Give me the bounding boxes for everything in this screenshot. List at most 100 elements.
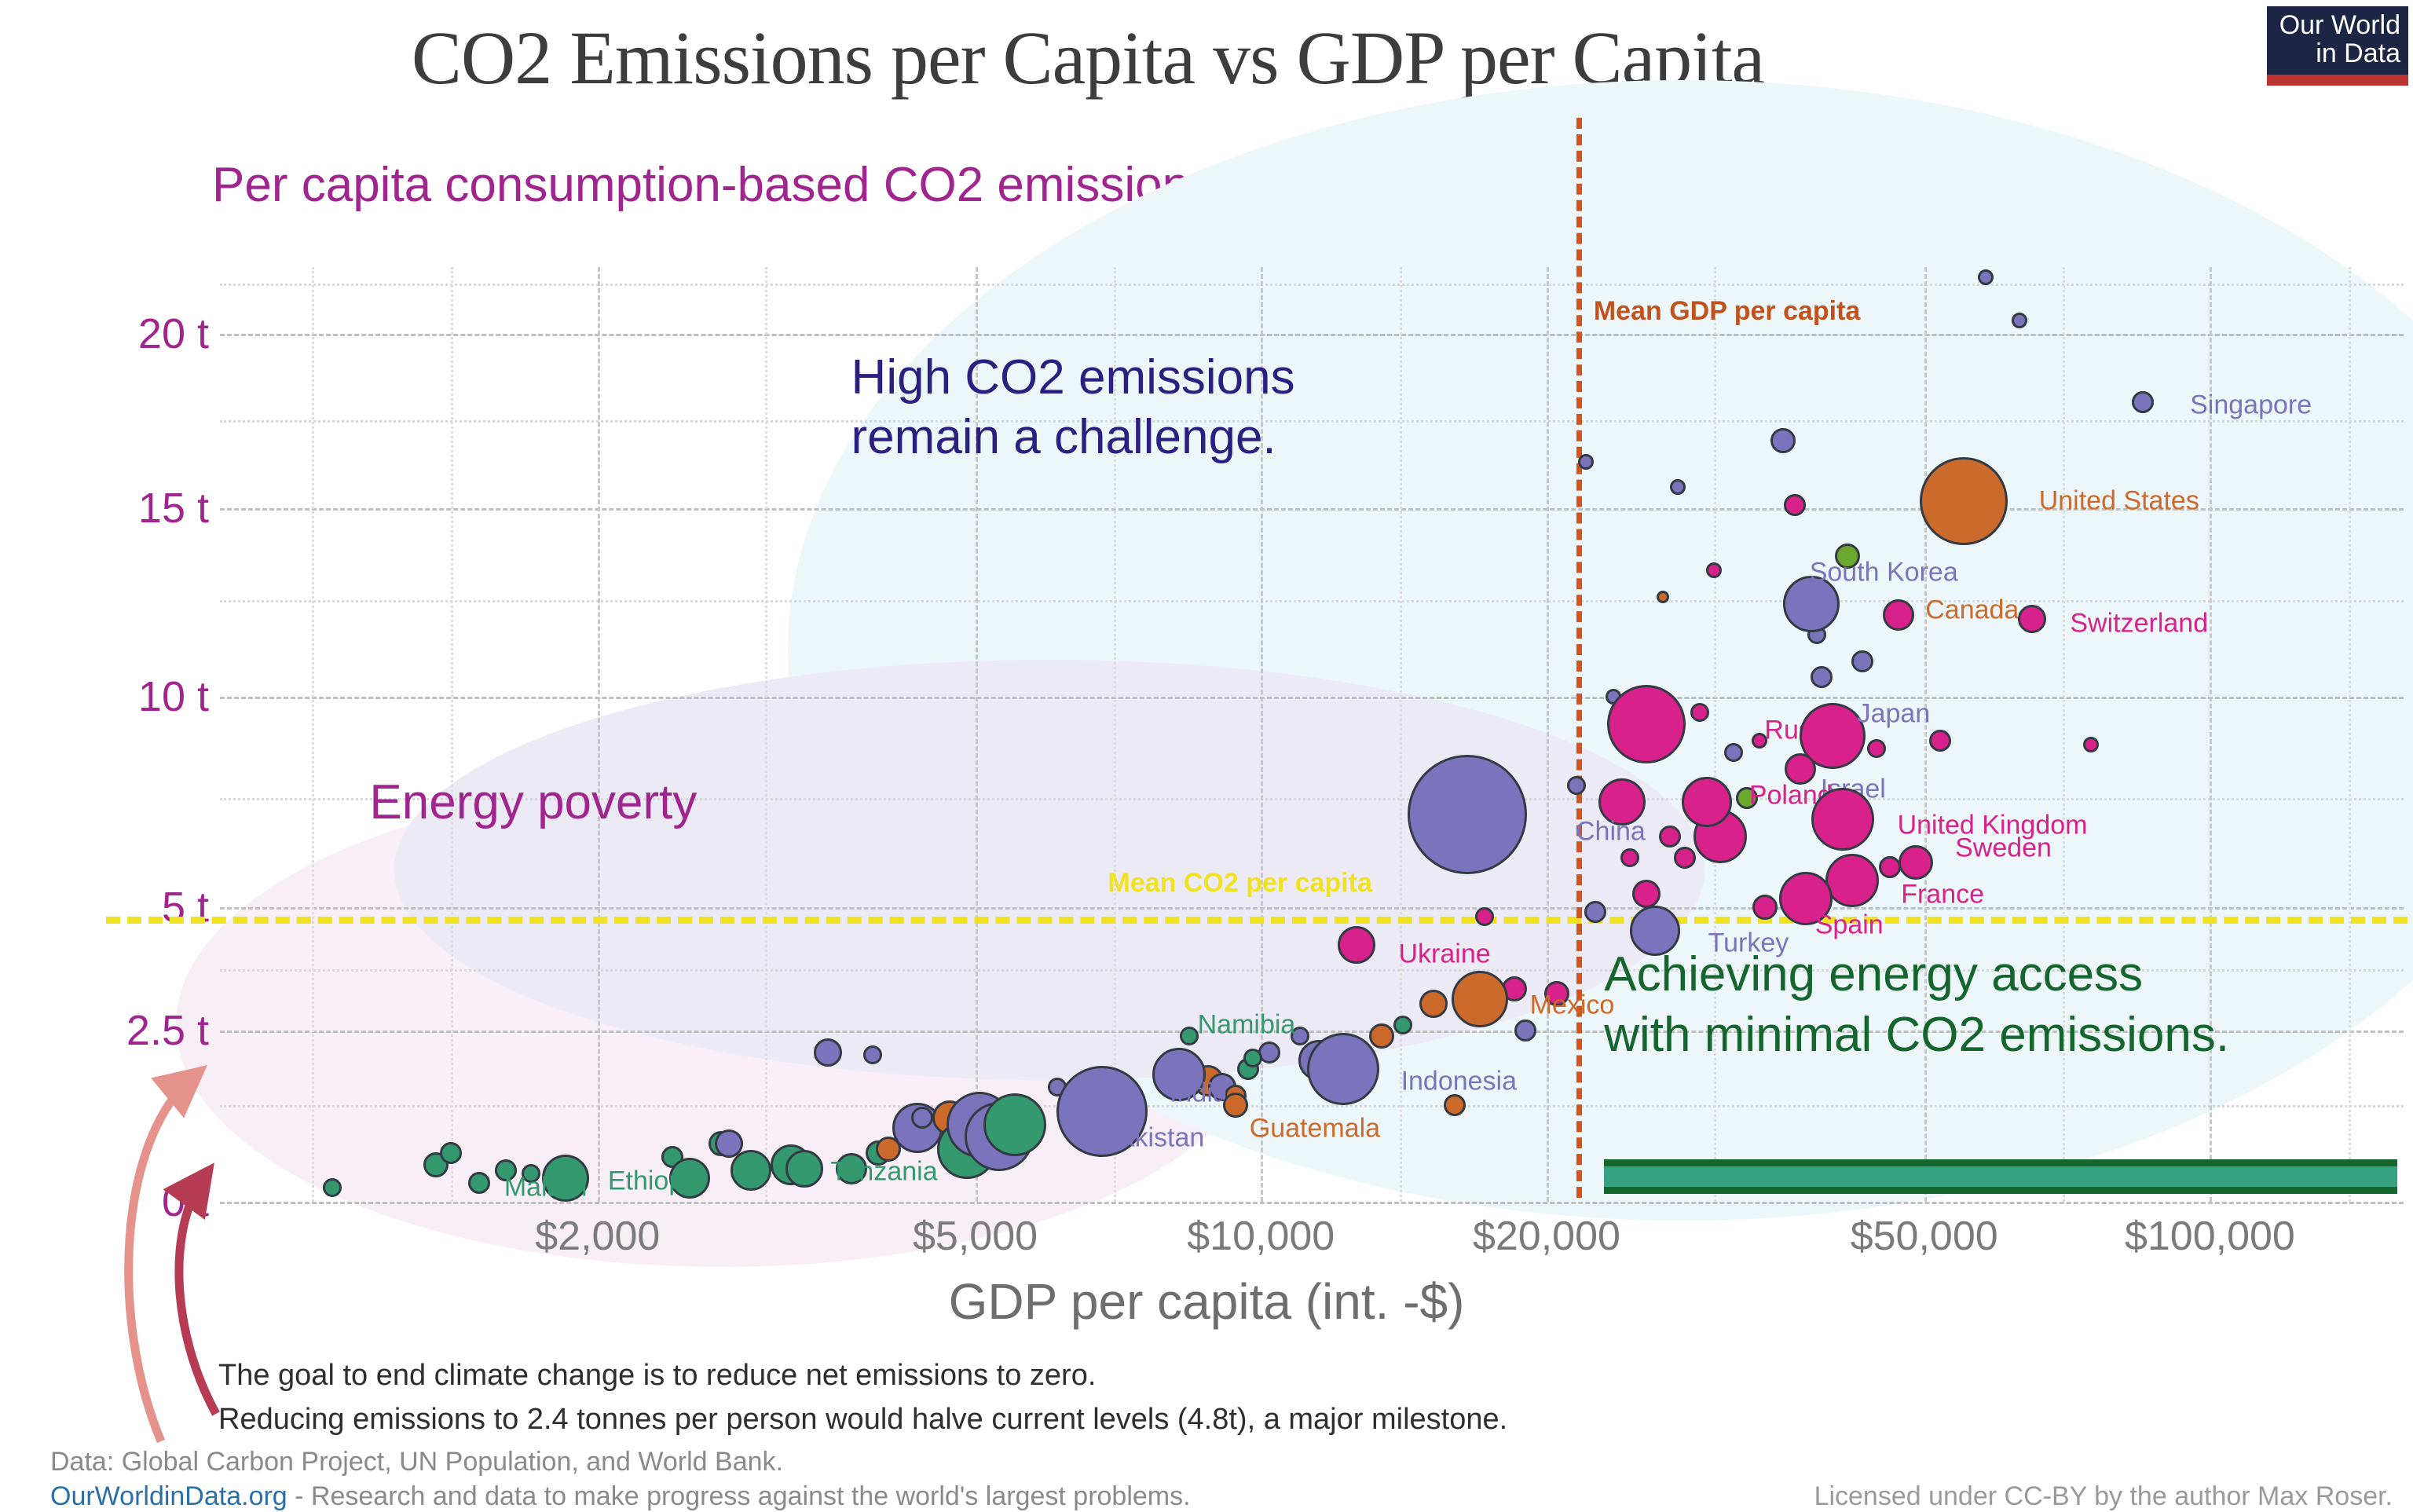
data-point-sweden[interactable] [1899,845,1934,880]
data-point[interactable] [2083,736,2100,752]
owid-logo-bar [2267,75,2408,86]
data-point-malawi[interactable] [467,1171,490,1194]
data-point[interactable] [1770,428,1796,454]
data-point[interactable] [911,1107,934,1129]
annotation-energy-access: Achieving energy access with minimal CO2 … [1604,946,2230,1062]
data-point[interactable] [1674,847,1697,869]
data-point-united-kingdom[interactable] [1811,787,1874,851]
data-point[interactable] [1724,743,1744,763]
data-point[interactable] [1851,650,1873,672]
data-point-singapore[interactable] [2132,391,2155,414]
data-point[interactable] [835,1153,867,1185]
data-point[interactable] [1834,543,1860,569]
data-point[interactable] [1566,775,1586,795]
data-point-label-tanzania: Tanzania [830,1156,938,1187]
data-point[interactable] [1751,732,1767,749]
data-point-poland[interactable] [1681,777,1732,828]
data-point-ethiopia[interactable] [668,1157,710,1199]
data-point[interactable] [2011,313,2027,329]
data-point-label-ukraine: Ukraine [1398,939,1491,969]
data-point[interactable] [521,1163,540,1183]
data-point-turkey[interactable] [1629,905,1680,956]
data-point[interactable] [983,1093,1046,1156]
data-point[interactable] [1670,478,1686,495]
license-text: Licensed under CC-BY by the author Max R… [1814,1481,2393,1511]
data-point-china[interactable] [1407,755,1527,875]
mean-gdp-label: Mean GDP per capita [1593,296,1861,327]
data-point[interactable] [1735,786,1758,809]
data-point[interactable] [1656,590,1669,603]
data-point[interactable] [1705,562,1722,579]
data-point-russia[interactable] [1607,685,1686,764]
owid-link[interactable]: OurWorldinData.org [50,1481,287,1511]
data-point-tanzania[interactable] [785,1150,823,1188]
cluster-hull-mid [394,659,1705,1081]
data-point-label-china: China [1575,816,1646,847]
data-point[interactable] [1419,990,1448,1019]
page-title: CO2 Emissions per Capita vs GDP per Capi… [411,16,1765,100]
data-point[interactable] [730,1150,771,1192]
data-point-south-korea[interactable] [1782,576,1840,633]
data-point[interactable] [1878,855,1901,878]
data-point[interactable] [1179,1026,1199,1045]
gridline-y-10 [220,696,2404,699]
data-point-switzerland[interactable] [2018,605,2047,634]
data-point[interactable] [322,1178,342,1198]
data-point[interactable] [814,1038,843,1067]
data-point-india[interactable] [1152,1048,1206,1102]
y-axis-tick-label: 2.5 t [126,1006,209,1054]
data-point[interactable] [1393,1016,1412,1035]
data-point[interactable] [439,1141,462,1164]
data-point[interactable] [1291,1026,1310,1045]
data-source: Data: Global Carbon Project, UN Populati… [50,1447,783,1477]
data-point[interactable] [1577,454,1594,470]
data-point[interactable] [1584,901,1606,924]
data-point-guatemala[interactable] [1222,1092,1248,1118]
data-point-pakistan[interactable] [1056,1065,1148,1157]
data-point[interactable] [1598,778,1646,826]
data-point-france[interactable] [1825,853,1880,907]
data-point[interactable] [1620,848,1640,868]
data-point-label-india: India [1170,1078,1228,1108]
gridline-y-5 [220,907,2404,910]
x-axis-tick-label: $10,000 [1187,1214,1335,1259]
data-point-label-turkey: Turkey [1708,928,1789,958]
gridline-x-5000 [975,267,978,1202]
gridline-y-minor-3.7 [220,968,2404,972]
scatter-plot-area[interactable]: 0 t 2.5 t 5 t 10 t 15 t 20 t $2,000 $5,000 $10,0… [106,80,2413,1268]
data-point[interactable] [863,1045,883,1065]
owid-logo-line2: in Data [2316,38,2400,68]
owid-logo[interactable]: Our World in Data [2267,6,2408,86]
data-point-canada[interactable] [1883,599,1915,632]
data-point[interactable] [1690,702,1709,722]
data-point-namibia[interactable] [1243,1048,1262,1067]
data-point-ukraine[interactable] [1337,925,1375,964]
data-point[interactable] [1866,738,1886,758]
data-point[interactable] [1368,1023,1394,1049]
data-point[interactable] [1632,879,1661,908]
data-point[interactable] [1659,825,1682,848]
data-point-spain[interactable] [1778,871,1833,925]
gridline-y-15 [220,508,2404,511]
data-point[interactable] [1474,907,1494,927]
data-point[interactable] [1811,665,1833,688]
data-point[interactable] [1543,981,1569,1007]
data-point-label-mexico: Mexico [1529,990,1615,1020]
data-point-mexico[interactable] [1451,970,1508,1027]
data-point[interactable] [1783,493,1806,516]
x-axis-title: GDP per capita (int. -$) [948,1273,1465,1330]
data-point[interactable] [494,1159,517,1182]
data-point-label-united-states: United States [2038,485,2199,516]
data-point[interactable] [1443,1093,1466,1116]
gridline-x-minor-30000 [1713,267,1716,1202]
data-point[interactable] [1514,1019,1536,1042]
data-point-israel[interactable] [1784,752,1816,785]
data-point-indonesia[interactable] [1306,1033,1379,1106]
data-point-united-states[interactable] [1919,457,2008,546]
data-point[interactable] [1752,895,1778,921]
data-point-japan[interactable] [1799,703,1866,770]
data-point[interactable] [541,1154,589,1202]
data-point[interactable] [1929,729,1952,752]
gridline-x-minor-70000 [2063,267,2066,1202]
data-point[interactable] [1977,269,1994,285]
